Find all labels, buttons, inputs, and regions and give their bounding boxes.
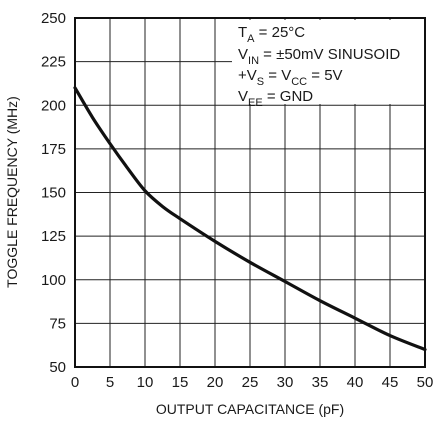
y-axis-title: TOGGLE FREQUENCY (MHz) <box>4 96 20 288</box>
x-tick-label: 35 <box>312 374 329 391</box>
y-tick-label: 100 <box>41 272 66 289</box>
x-tick-label: 5 <box>106 374 114 391</box>
toggle-frequency-curve <box>73 86 427 352</box>
y-tick-label: 225 <box>41 54 66 71</box>
annotation-line-vs: +VS = VCC = 5V <box>238 67 343 88</box>
data-series <box>73 86 427 352</box>
y-tick-label: 150 <box>41 185 66 202</box>
y-tick-label: 75 <box>49 315 66 332</box>
y-tick-label: 175 <box>41 141 66 158</box>
annotation-line-vee: VEE = GND <box>238 88 313 109</box>
x-tick-label: 45 <box>382 374 399 391</box>
x-tick-label: 10 <box>137 374 154 391</box>
x-tick-label: 0 <box>71 374 79 391</box>
annotation-line-ta: TA = 25°C <box>238 24 305 45</box>
x-tick-label: 15 <box>172 374 189 391</box>
conditions-annotation: TA = 25°C VIN = ±50mV SINUSOID +VS = VCC… <box>238 24 400 109</box>
x-tick-label: 50 <box>417 374 434 391</box>
x-tick-labels: 0 5 10 15 20 25 30 35 40 45 50 <box>71 374 434 391</box>
y-tick-label: 200 <box>41 97 66 114</box>
x-axis-title: OUTPUT CAPACITANCE (pF) <box>156 401 344 417</box>
y-tick-label: 50 <box>49 359 66 376</box>
y-tick-label: 125 <box>41 228 66 245</box>
x-tick-label: 30 <box>277 374 294 391</box>
plot-frame <box>74 17 426 368</box>
x-tick-label: 20 <box>207 374 224 391</box>
x-tick-label: 25 <box>242 374 259 391</box>
annotation-box-background <box>232 20 424 104</box>
y-tick-labels: 50 75 100 125 150 175 200 225 250 <box>41 10 66 376</box>
annotation-line-vin: VIN = ±50mV SINUSOID <box>238 46 400 67</box>
y-tick-label: 250 <box>41 10 66 27</box>
x-tick-label: 40 <box>347 374 364 391</box>
